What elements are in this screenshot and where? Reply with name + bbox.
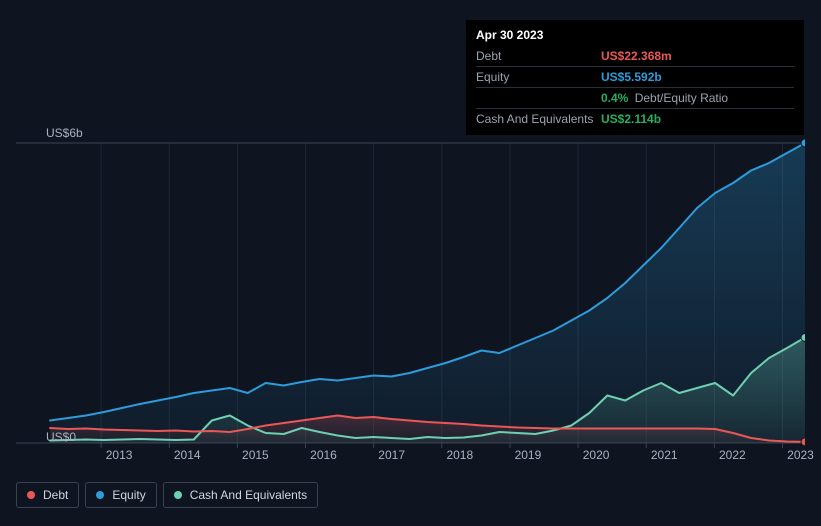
chart[interactable]: US$6b US$0 xyxy=(16,125,805,465)
y-axis-max-label: US$6b xyxy=(46,126,50,140)
tooltip-row-debt: Debt US$22.368m xyxy=(476,46,794,67)
x-tick-label: 2021 xyxy=(651,448,678,462)
tooltip-debt-value: US$22.368m xyxy=(601,46,794,67)
legend-dot-cash xyxy=(174,491,182,499)
legend-label-equity: Equity xyxy=(112,488,145,502)
legend-label-cash: Cash And Equivalents xyxy=(190,488,307,502)
legend-item-cash[interactable]: Cash And Equivalents xyxy=(163,482,318,508)
x-tick-label: 2019 xyxy=(515,448,542,462)
x-tick-label: 2020 xyxy=(583,448,610,462)
x-tick-label: 2013 xyxy=(106,448,133,462)
tooltip-row-ratio: 0.4% Debt/Equity Ratio xyxy=(476,88,794,109)
tooltip-equity-value: US$5.592b xyxy=(601,67,794,88)
legend-dot-equity xyxy=(96,491,104,499)
x-axis-labels: 2013 2014 2015 2016 2017 2018 2019 2020 2021 2022… xyxy=(34,448,805,464)
x-tick-label: 2017 xyxy=(378,448,405,462)
x-tick-label: 2018 xyxy=(446,448,473,462)
legend-item-debt[interactable]: Debt xyxy=(16,482,79,508)
x-tick-label: 2022 xyxy=(719,448,746,462)
tooltip-table: Debt US$22.368m Equity US$5.592b 0.4% De… xyxy=(476,46,794,129)
tooltip-row-equity: Equity US$5.592b xyxy=(476,67,794,88)
x-tick-label: 2016 xyxy=(310,448,337,462)
x-tick-label: 2014 xyxy=(174,448,201,462)
tooltip-debt-label: Debt xyxy=(476,46,601,67)
tooltip-ratio-num: 0.4% xyxy=(601,91,628,105)
x-tick-label: 2023 xyxy=(787,448,814,462)
tooltip-date: Apr 30 2023 xyxy=(476,28,794,42)
tooltip-ratio-suffix: Debt/Equity Ratio xyxy=(635,91,728,105)
legend-dot-debt xyxy=(27,491,35,499)
legend-item-equity[interactable]: Equity xyxy=(85,482,156,508)
tooltip-ratio-value: 0.4% Debt/Equity Ratio xyxy=(601,88,794,109)
legend-label-debt: Debt xyxy=(43,488,68,502)
y-axis-zero-label: US$0 xyxy=(46,430,50,444)
chart-tooltip: Apr 30 2023 Debt US$22.368m Equity US$5.… xyxy=(466,20,804,135)
x-tick-label: 2015 xyxy=(242,448,269,462)
tooltip-ratio-label xyxy=(476,88,601,109)
tooltip-equity-label: Equity xyxy=(476,67,601,88)
legend: Debt Equity Cash And Equivalents xyxy=(16,482,318,508)
chart-svg xyxy=(16,125,805,455)
